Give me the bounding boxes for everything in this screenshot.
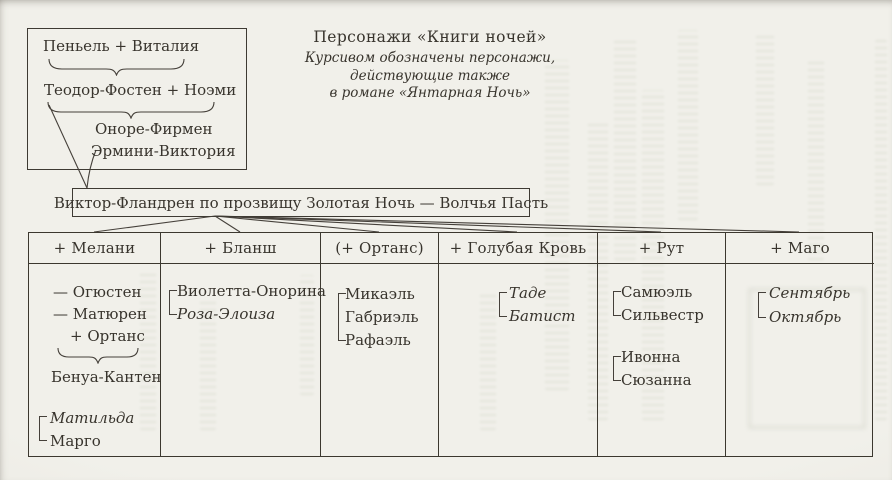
fan-line-sang-bleu <box>214 215 518 233</box>
brace-under-mathurin-hortense <box>57 347 139 364</box>
ancestors-box <box>27 28 247 170</box>
person-samuel: Самюэль <box>621 283 693 301</box>
page-showthrough <box>588 120 608 420</box>
patriarch-box: Виктор-Фландрен по прозвищу Золотая Ночь… <box>54 188 548 217</box>
page-showthrough <box>140 270 156 430</box>
page-showthrough <box>480 290 496 430</box>
column-body-mahaut: Сентябрь Октябрь <box>726 264 874 455</box>
column-melanie: + Мелани — Огюстен — Матюрен + Ортанс Бе… <box>29 233 161 456</box>
fan-line-mahaut <box>214 215 800 233</box>
descendants-table: + Мелани — Огюстен — Матюрен + Ортанс Бе… <box>28 232 874 457</box>
column-header-ruth: + Рут <box>598 233 725 264</box>
person-rose-heloise: Роза-Элоиза <box>177 305 276 323</box>
column-mahaut: + Маго Сентябрь Октябрь <box>726 233 874 456</box>
page-showthrough <box>875 40 887 420</box>
sibling-bracket <box>338 293 346 341</box>
person-septembre: Сентябрь <box>769 284 851 302</box>
column-header-melanie: + Мелани <box>29 233 160 264</box>
sibling-bracket <box>499 292 507 317</box>
column-ruth: + Рут Самюэль Сильвестр Ивонна Сюзанна <box>598 233 726 456</box>
person-honore-firmin: Оноре-Фирмен <box>95 120 213 138</box>
chart-subtitle-line1: Курсивом обозначены персонажи, <box>304 50 556 66</box>
column-hortense: (+ Ортанс) Микаэль Габриэль Рафаэль <box>321 233 439 456</box>
person-sylvestre: Сильвестр <box>621 306 704 324</box>
person-violette-honorine: Виолетта-Онорина <box>177 282 326 300</box>
person-gabriel: Габриэль <box>345 308 419 326</box>
person-michael: Микаэль <box>345 285 415 303</box>
fan-line-melanie <box>93 215 216 233</box>
chart-subtitle-line3: в романе «Янтарная Ночь» <box>329 85 531 101</box>
person-raphael: Рафаэль <box>345 331 411 349</box>
person-peniel-vitalia: Пеньель + Виталия <box>43 37 200 55</box>
column-header-sang-bleu: + Голубая Кровь <box>439 233 597 264</box>
column-body-blanche: Виолетта-Онорина Роза-Элоиза <box>161 264 326 455</box>
column-header-mahaut: + Маго <box>726 233 874 264</box>
page-showthrough <box>756 35 774 185</box>
column-sang-bleu: + Голубая Кровь Таде Батист <box>439 233 598 456</box>
person-augustin: — Огюстен <box>53 283 142 301</box>
column-header-hortense: (+ Ортанс) <box>321 233 438 264</box>
person-victor-flandrin: Виктор-Фландрен по прозвищу Золотая Ночь… <box>53 193 549 212</box>
person-margot: Марго <box>50 432 101 450</box>
person-suzanne: Сюзанна <box>621 371 692 389</box>
page-showthrough-box <box>748 288 866 429</box>
person-mathurin: — Матюрен <box>53 305 147 323</box>
chart-subtitle-line2: действующие также <box>350 67 510 84</box>
person-yvonne: Ивонна <box>621 348 681 366</box>
page-showthrough <box>614 40 636 260</box>
chart-title-block: Персонажи «Книги ночей» Курсивом обознач… <box>265 28 595 103</box>
person-benoit-quentin: Бенуа-Кантен <box>51 368 162 386</box>
column-body-ruth: Самюэль Сильвестр Ивонна Сюзанна <box>598 264 725 455</box>
sibling-bracket <box>613 291 621 316</box>
page-showthrough <box>200 300 216 430</box>
page-showthrough <box>678 30 698 220</box>
fan-line-blanche <box>214 215 241 233</box>
page-showthrough <box>300 275 314 395</box>
person-thadee: Таде <box>509 284 547 302</box>
column-body-sang-bleu: Таде Батист <box>439 264 597 455</box>
person-baptiste: Батист <box>509 307 576 325</box>
column-body-hortense: Микаэль Габриэль Рафаэль <box>321 264 438 455</box>
column-body-melanie: — Огюстен — Матюрен + Ортанс Бенуа-Канте… <box>29 264 162 455</box>
person-hortense-plus: + Ортанс <box>70 327 145 345</box>
person-hermine-victoria: Эрмини-Виктория <box>91 142 236 160</box>
sibling-bracket <box>758 292 766 318</box>
sibling-bracket <box>613 356 621 381</box>
person-theodore-faustin-noemi: Теодор-Фостен + Ноэми <box>44 81 237 99</box>
column-blanche: + Бланш Виолетта-Онорина Роза-Элоиза <box>161 233 326 456</box>
person-mathilde: Матильда <box>50 409 135 427</box>
sibling-bracket <box>39 416 47 441</box>
page-showthrough <box>642 90 664 420</box>
sibling-bracket <box>169 290 177 315</box>
chart-title: Персонажи «Книги ночей» <box>313 28 547 46</box>
person-octobre: Октябрь <box>769 308 842 326</box>
column-header-blanche: + Бланш <box>161 233 320 264</box>
fan-line-hortense <box>214 215 380 233</box>
page-showthrough <box>808 60 824 260</box>
